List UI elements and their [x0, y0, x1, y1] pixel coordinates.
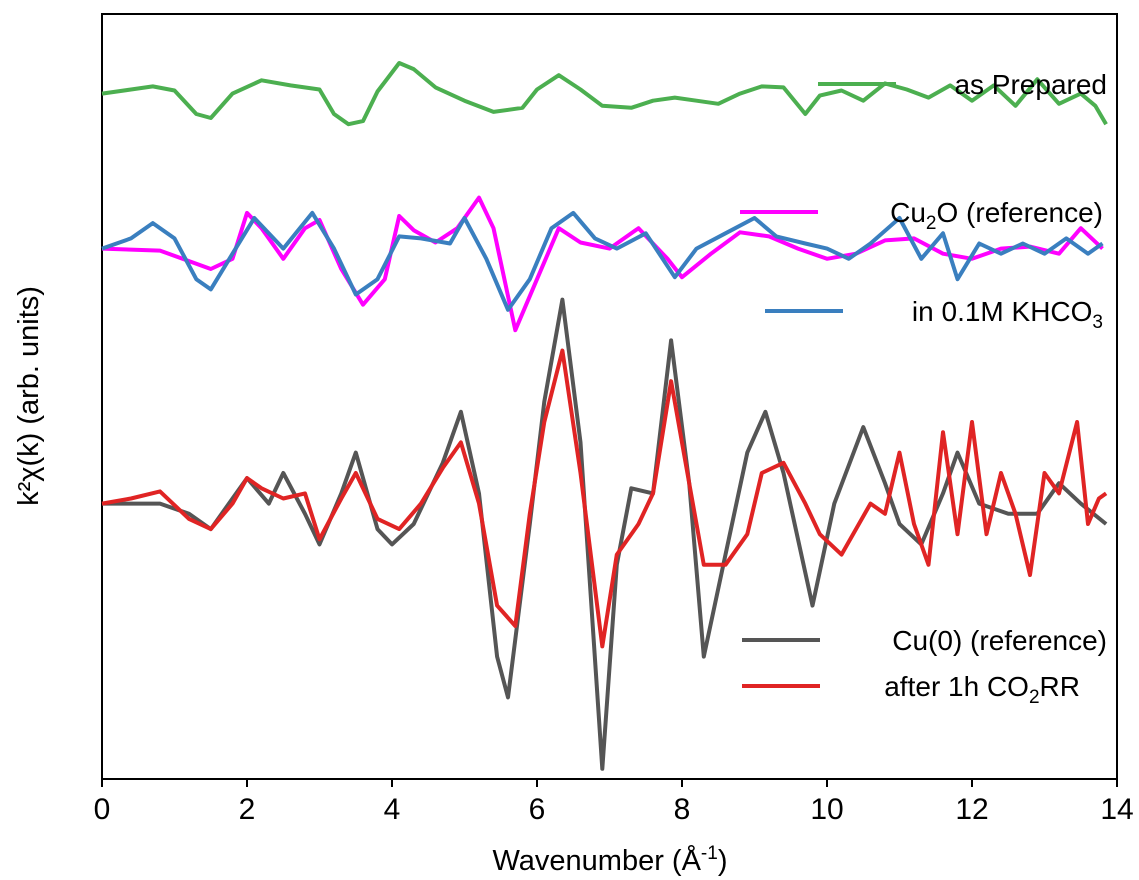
x-tick-layer: 0 2 4 6 8 10 12 14 — [94, 779, 1134, 826]
y-axis-title: k²χ(k) (arb. units) — [13, 286, 45, 506]
legend-label-as-prepared: as Prepared — [954, 69, 1107, 100]
x-tick-label: 14 — [1100, 793, 1133, 826]
x-axis-title-main: Wavenumber (Å — [492, 844, 701, 877]
x-tick-label: 0 — [94, 793, 111, 826]
series-line-1 — [101, 195, 1104, 333]
x-tick-label: 4 — [384, 793, 401, 826]
legend-as-prepared: as Prepared — [818, 69, 1107, 100]
legend-label-khco3: in 0.1M KHCO3 — [912, 296, 1103, 333]
legend-khco3: in 0.1M KHCO3 — [765, 296, 1103, 333]
series-layer — [101, 61, 1108, 771]
series-line-4 — [101, 348, 1108, 649]
x-axis-title: Wavenumber (Å-1) — [492, 843, 727, 877]
series-line-0 — [101, 61, 1108, 127]
x-tick-label: 2 — [239, 793, 256, 826]
legend-cu2o: Cu2O (reference) — [740, 197, 1103, 234]
x-tick-label: 8 — [674, 793, 691, 826]
x-axis-title-end: ) — [718, 845, 728, 877]
legend-label-cu2o: Cu2O (reference) — [890, 197, 1103, 234]
legend-label-after-co2rr: after 1h CO2RR — [884, 671, 1080, 708]
x-tick-label: 6 — [529, 793, 546, 826]
x-axis-title-superscript: -1 — [701, 843, 718, 864]
legend-cu0: Cu(0) (reference) — [742, 625, 1107, 656]
plot-frame — [101, 13, 1118, 780]
x-tick-label: 12 — [955, 793, 988, 826]
legend-label-cu0: Cu(0) (reference) — [892, 625, 1107, 656]
x-tick-label: 10 — [810, 793, 843, 826]
series-line-2 — [101, 210, 1104, 312]
legend-after-co2rr: after 1h CO2RR — [742, 671, 1080, 708]
